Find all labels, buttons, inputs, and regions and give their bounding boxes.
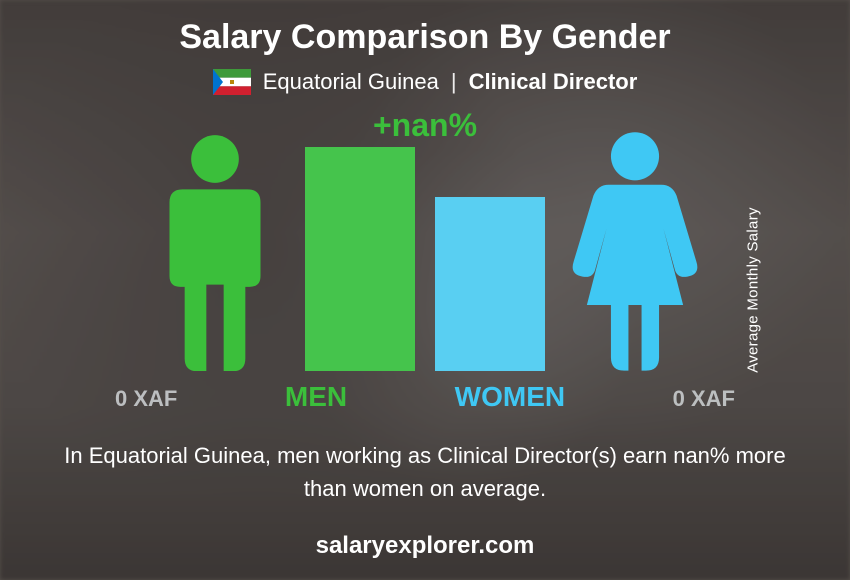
- country-label: Equatorial Guinea: [263, 69, 439, 95]
- summary-description: In Equatorial Guinea, men working as Cli…: [45, 439, 805, 505]
- site-attribution: salaryexplorer.com: [0, 532, 850, 560]
- job-title-label: Clinical Director: [469, 69, 638, 95]
- male-person-icon: [150, 133, 280, 371]
- male-salary-value: 0 XAF: [115, 386, 177, 412]
- male-salary-bar: [305, 147, 415, 371]
- female-salary-bar: [435, 197, 545, 371]
- flag-icon: [213, 69, 251, 95]
- subtitle-row: Equatorial Guinea | Clinical Director: [0, 69, 850, 95]
- men-category-label: MEN: [285, 381, 347, 413]
- female-person-icon: [565, 130, 705, 371]
- women-category-label: WOMEN: [455, 381, 565, 413]
- gender-comparison-chart: +nan% 0 XAF MEN WOMEN 0 XAF: [105, 113, 745, 413]
- y-axis-label: Average Monthly Salary: [745, 207, 762, 373]
- separator-label: |: [451, 69, 457, 95]
- page-title: Salary Comparison By Gender: [0, 18, 850, 57]
- content-layer: Salary Comparison By Gender Equatorial G…: [0, 0, 850, 580]
- chart-label-row: 0 XAF MEN WOMEN 0 XAF: [105, 381, 745, 413]
- female-salary-value: 0 XAF: [673, 386, 735, 412]
